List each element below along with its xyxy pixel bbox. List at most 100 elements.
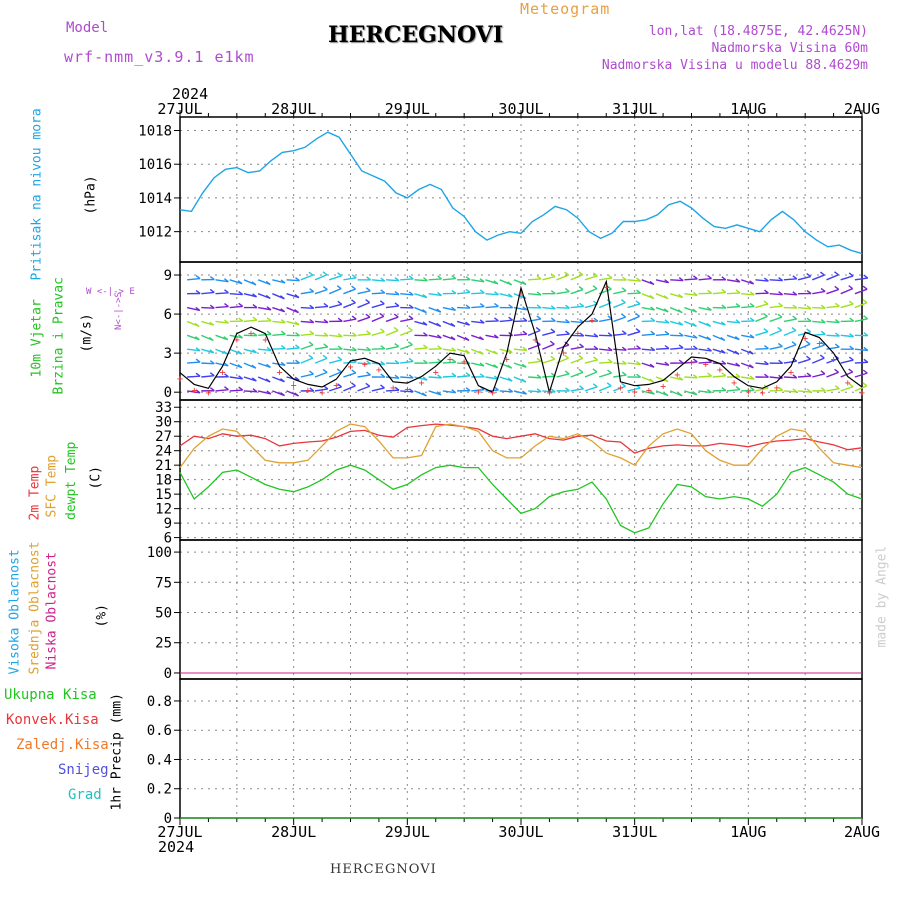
wind-arrow xyxy=(826,305,840,309)
wind-arrow-head xyxy=(579,302,585,307)
wind-arrow-head xyxy=(323,302,329,308)
wind-arrow xyxy=(812,290,826,295)
wind-arrow-head xyxy=(280,361,286,366)
wind-gust-marker: + xyxy=(717,365,723,376)
wind-arrow-head xyxy=(295,277,300,282)
wind-arrow xyxy=(570,320,584,324)
wind-arrow xyxy=(556,290,570,295)
wind-arrow-head xyxy=(848,285,854,290)
wind-arrow-head xyxy=(663,308,669,313)
wind-arrow xyxy=(741,389,755,392)
wind-arrow-head xyxy=(522,390,527,395)
wind-arrow xyxy=(400,360,414,364)
wind-arrow xyxy=(542,375,556,378)
wind-arrow xyxy=(783,292,797,296)
wind-arrow xyxy=(826,346,840,350)
wind-arrow xyxy=(584,386,598,392)
wind-arrow xyxy=(243,319,257,323)
wind-arrow xyxy=(613,316,626,323)
wind-arrow-head xyxy=(592,368,598,373)
wind-arrow-head xyxy=(280,279,286,284)
wind-arrow-head xyxy=(834,343,840,348)
wind-gust-marker: + xyxy=(248,328,254,339)
wind-arrow xyxy=(300,344,314,350)
wind-arrow-head xyxy=(238,291,244,296)
x-tick-label-top: 28JUL xyxy=(271,100,316,118)
wind-arrow-head xyxy=(366,346,371,351)
y-tick-label: 0.4 xyxy=(147,752,172,768)
wind-arrow xyxy=(371,303,385,309)
wind-arrow xyxy=(641,306,655,311)
wind-arrow xyxy=(328,386,342,392)
wind-arrow-head xyxy=(735,278,741,283)
y-tick-label: 27 xyxy=(155,429,172,445)
y-tick-label: 1012 xyxy=(138,225,172,241)
wind-arrow-head xyxy=(309,304,315,309)
wind-arrow-head xyxy=(223,278,229,283)
wind-arrow-head xyxy=(636,373,641,378)
wind-arrow xyxy=(343,318,357,323)
wind-arrow-head xyxy=(437,291,442,297)
wind-arrow-head xyxy=(849,317,855,322)
wind-gust-marker: + xyxy=(674,370,680,381)
wind-arrow-head xyxy=(251,364,257,369)
wind-arrow-head xyxy=(820,319,826,324)
wind-arrow xyxy=(343,288,356,295)
wind-arrow xyxy=(513,320,527,323)
wind-arrow xyxy=(627,347,641,350)
wind-arrow xyxy=(599,348,613,352)
wind-arrow-head xyxy=(593,333,599,338)
wind-arrow-head xyxy=(479,278,485,283)
wind-arrow xyxy=(599,277,613,281)
wind-arrow xyxy=(513,333,527,337)
wind-arrow xyxy=(343,348,357,352)
wind-gust-marker: + xyxy=(262,335,268,346)
wind-arrow-head xyxy=(209,321,215,326)
wind-arrow-head xyxy=(238,375,244,380)
wind-arrow-head xyxy=(479,336,484,341)
wind-arrow-head xyxy=(707,289,713,294)
wind-arrow-head xyxy=(493,334,499,339)
wind-arrow-head xyxy=(465,387,471,392)
wind-arrow-head xyxy=(265,294,271,299)
wind-arrow xyxy=(385,345,399,350)
wind-gust-marker: + xyxy=(205,388,211,399)
wind-arrow xyxy=(556,373,570,378)
wind-arrow-head xyxy=(550,317,556,322)
wind-arrow-head xyxy=(664,279,670,284)
wind-arrow-head xyxy=(436,308,442,313)
wind-arrow-head xyxy=(380,277,386,282)
wind-arrow-head xyxy=(792,315,798,320)
wind-gust-marker: + xyxy=(376,365,382,376)
wind-gust-marker: + xyxy=(788,367,794,378)
wind-gust-marker: + xyxy=(177,374,183,385)
wind-arrow-head xyxy=(394,386,400,391)
wind-arrow-head xyxy=(508,388,514,393)
wind-gust-marker: + xyxy=(845,378,851,389)
wind-arrow xyxy=(755,362,769,366)
wind-arrow xyxy=(726,292,741,295)
year-bottom-label: 2024 xyxy=(158,838,195,856)
wind-arrow-head xyxy=(706,322,712,327)
wind-arrow-head xyxy=(536,315,542,320)
wind-arrow xyxy=(584,371,598,378)
wind-arrow-head xyxy=(408,291,414,296)
wind-arrow xyxy=(755,303,769,309)
page-title: HERCEGNOVI xyxy=(328,22,504,48)
wind-arrow xyxy=(684,278,698,281)
y-tick-label: 75 xyxy=(155,575,172,591)
wind-arrow xyxy=(556,320,570,324)
wind-arrow-head xyxy=(635,300,641,305)
wind-arrow-head xyxy=(280,345,286,350)
wind-arrow xyxy=(528,278,542,281)
wind-arrow-head xyxy=(422,376,428,381)
wind-arrow xyxy=(527,329,541,336)
wind-arrow-head xyxy=(678,332,684,337)
wind-arrow-head xyxy=(494,317,499,322)
wind-arrow-head xyxy=(437,374,443,379)
wind-arrow-head xyxy=(437,345,443,350)
wind-arrow-head xyxy=(365,313,371,318)
wind-gust-marker: + xyxy=(632,387,638,398)
wind-arrow-head xyxy=(735,373,741,378)
wind-arrow xyxy=(627,279,641,282)
